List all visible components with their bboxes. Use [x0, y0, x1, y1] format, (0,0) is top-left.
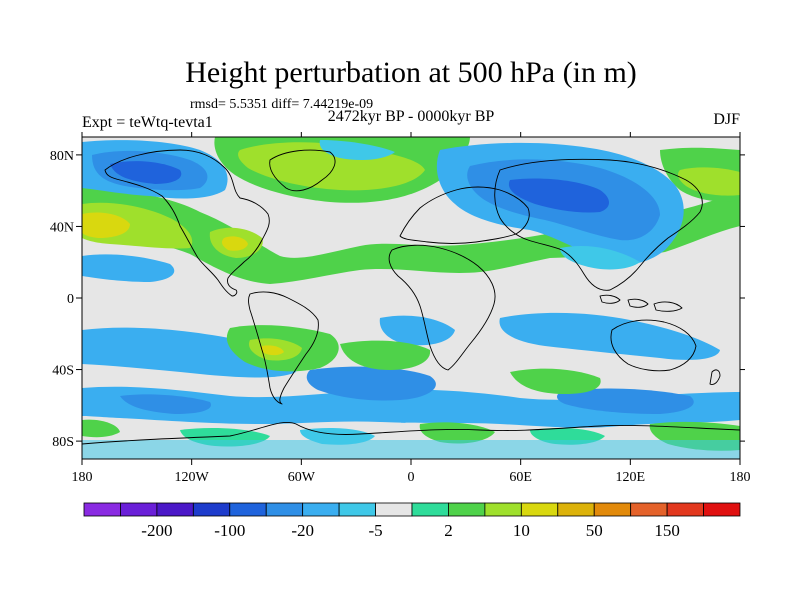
- lon-tick-label: 180: [730, 470, 751, 485]
- coastline-australia: [610, 319, 697, 372]
- colorbar-label: -5: [368, 521, 382, 540]
- contour-pos-region: [82, 419, 120, 438]
- colorbar-swatch: [338, 502, 376, 517]
- lon-tick-label: 120E: [616, 470, 646, 485]
- contour-neg-region: [82, 440, 740, 459]
- coastline-north-america: [104, 149, 270, 297]
- contour-neg-region: [499, 312, 720, 360]
- lat-tick-label: 40N: [50, 220, 74, 235]
- colorbar-swatch: [557, 502, 595, 517]
- contour-neg-region: [508, 178, 609, 213]
- colorbar-swatch: [484, 502, 522, 517]
- contour-neg-region: [557, 388, 694, 414]
- contour-neg-region: [560, 245, 640, 270]
- colorbar-swatch: [411, 502, 449, 517]
- colorbar-swatch: [229, 502, 267, 517]
- contour-pos-region: [678, 167, 740, 196]
- contour-neg-region: [110, 161, 182, 184]
- colorbar-swatch: [448, 502, 486, 517]
- plot-title: Height perturbation at 500 hPa (in m): [185, 56, 637, 89]
- contour-neg-region: [379, 315, 455, 346]
- coastline-new-zealand: [709, 369, 721, 385]
- contour-neg-region: [82, 254, 175, 282]
- map-axes: 180 120W 60W 0 60E 120E 180 80N 40N 0 40S 80S: [50, 132, 751, 485]
- contour-neg-region: [120, 394, 211, 414]
- colorbar-swatch: [83, 502, 121, 517]
- colorbar-swatch: [375, 502, 413, 517]
- contour-neg-region: [319, 140, 395, 160]
- contour-pos-region: [340, 340, 431, 370]
- colorbar-label: 150: [654, 521, 680, 540]
- experiment-label: Expt = teWtq-tevta1: [82, 114, 213, 131]
- coastline-south-america: [248, 291, 319, 405]
- colorbar-swatch: [156, 502, 194, 517]
- lon-tick-label: 60W: [288, 470, 316, 485]
- lon-tick-label: 0: [408, 470, 415, 485]
- period-label: 2472kyr BP - 0000kyr BP: [328, 108, 495, 125]
- coastline-greenland: [269, 149, 336, 192]
- contour-neg-region: [82, 327, 297, 378]
- colorbar-swatch: [120, 502, 158, 517]
- contour-neg-region: [306, 366, 436, 401]
- lat-tick-label: 40S: [52, 364, 74, 379]
- map-area: [82, 137, 740, 459]
- contour-pos-region: [82, 212, 130, 238]
- contour-fill: [82, 137, 740, 459]
- lat-tick-label: 80N: [50, 149, 74, 164]
- colorbar-swatch: [666, 502, 704, 517]
- lon-tick-label: 120W: [175, 470, 210, 485]
- season-label: DJF: [713, 111, 740, 128]
- colorbar-swatch: [703, 502, 741, 517]
- contour-pos-region: [419, 422, 495, 444]
- colorbar-label: 10: [513, 521, 530, 540]
- colorbar-label: -100: [214, 521, 245, 540]
- stats-label: rmsd= 5.5351 diff= 7.44219e-09: [190, 97, 373, 112]
- colorbar-label: 50: [586, 521, 603, 540]
- colorbar-swatch: [302, 502, 340, 517]
- coastlines: [82, 149, 740, 445]
- lat-tick-label: 0: [67, 292, 74, 307]
- colorbar-swatch: [520, 502, 559, 517]
- colorbar-swatch: [630, 502, 668, 517]
- colorbar-label: -200: [141, 521, 172, 540]
- contour-pos-region: [510, 368, 601, 394]
- contour-pos-region: [260, 345, 284, 356]
- coastline-asia: [494, 158, 703, 291]
- colorbar: -200 -100 -20 -5 2 10 50 150: [83, 502, 741, 540]
- colorbar-swatch: [265, 502, 304, 517]
- coastline-islands: [599, 294, 683, 312]
- coastline-europe: [399, 186, 530, 244]
- lon-tick-label: 60E: [509, 470, 532, 485]
- colorbar-label: 2: [444, 521, 453, 540]
- lon-tick-label: 180: [72, 470, 93, 485]
- colorbar-swatch: [593, 502, 632, 517]
- colorbar-swatch: [192, 502, 231, 517]
- contour-pos-region: [221, 236, 248, 251]
- coastline-africa: [388, 244, 496, 371]
- contour-neg-region: [82, 386, 740, 428]
- coastline-antarctica: [82, 421, 740, 445]
- lat-tick-label: 80S: [52, 435, 74, 450]
- colorbar-label: -20: [291, 521, 314, 540]
